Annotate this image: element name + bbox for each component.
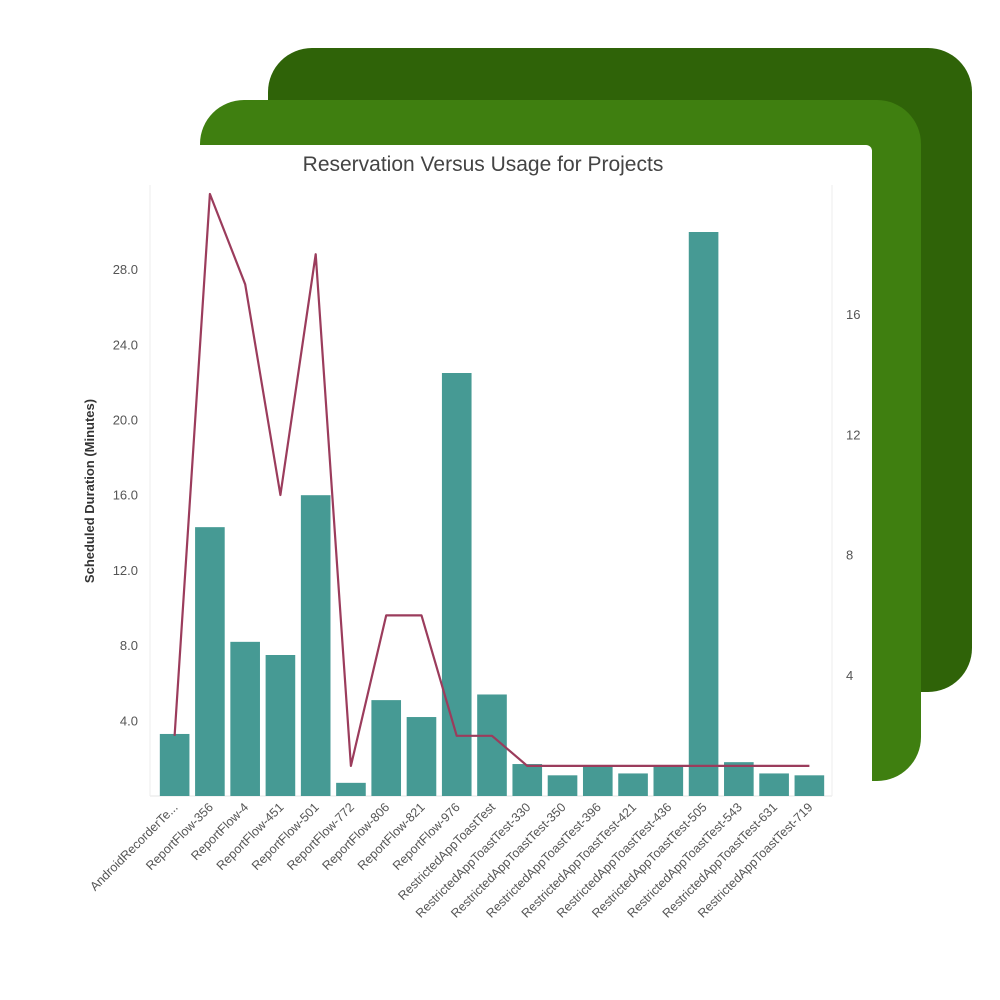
bar [759,773,789,796]
bar-series [159,232,825,796]
y-axis-title: Scheduled Duration (Minutes) [82,399,97,583]
bar [406,717,437,796]
y-tick-label: 4.0 [120,713,138,728]
y-tick-label: 12.0 [113,563,138,578]
y-tick-label: 8.0 [120,638,138,653]
bar [441,373,472,796]
bar [582,765,613,796]
x-axis-ticks: AndroidRecorderTe...ReportFlow-356Report… [87,800,815,921]
line-series [173,192,810,768]
bar [336,782,366,796]
bar [618,773,648,796]
y2-axis-ticks: 4 8 12 16 [846,307,860,683]
bar [371,700,402,796]
y2-tick-label: 16 [846,307,860,322]
bar [159,733,190,796]
bar [724,762,754,796]
y-tick-label: 20.0 [113,413,138,428]
bar [265,655,296,796]
bar [653,765,684,796]
y2-tick-label: 8 [846,548,853,563]
y-tick-label: 16.0 [113,488,138,503]
chart-title: Reservation Versus Usage for Projects [303,153,664,176]
bar [195,527,225,796]
bar [688,232,719,796]
y2-tick-label: 4 [846,668,853,683]
bar [512,764,543,796]
y-tick-label: 28.0 [113,262,138,277]
y2-tick-label: 12 [846,427,860,442]
y-axis-ticks: 4.0 8.0 12.0 16.0 20.0 24.0 28.0 [113,262,138,728]
bar [547,775,578,796]
bar [230,641,260,796]
bar [300,495,331,796]
y-tick-label: 24.0 [113,337,138,352]
bar [794,775,825,796]
